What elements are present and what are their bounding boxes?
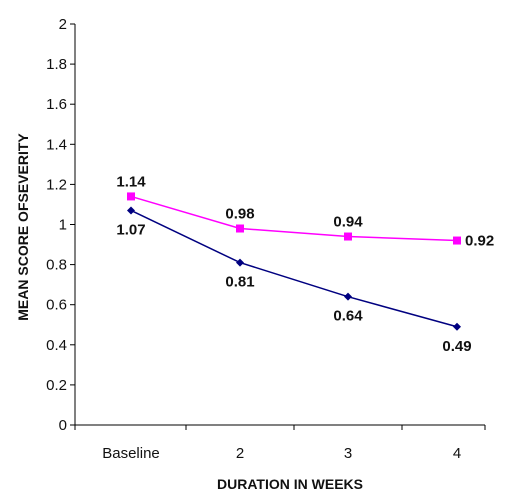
data-point-diamond	[236, 258, 244, 267]
y-tick-label: 1.8	[46, 56, 67, 73]
data-label: 0.49	[442, 338, 471, 355]
y-tick-label: 0.6	[46, 297, 67, 314]
series-layer: 1.14 0.98 0.94 0.92 1.07 0.81 0.64 0.49	[116, 173, 494, 354]
y-tick-label: 1.6	[46, 96, 67, 113]
data-point-diamond	[127, 206, 135, 215]
data-label: 0.64	[333, 308, 363, 325]
y-tick-label: 1.2	[46, 176, 67, 193]
y-tick-label: 0.8	[46, 257, 67, 274]
series-line-2	[130, 209, 458, 328]
data-label: 0.81	[225, 274, 254, 291]
x-axis-title: DURATION IN WEEKS	[217, 476, 363, 492]
data-point-diamond	[344, 292, 352, 301]
data-point-square	[344, 232, 352, 241]
data-label: 1.14	[116, 173, 146, 190]
y-tick-label: 0.2	[46, 377, 67, 394]
data-label: 0.94	[333, 214, 363, 231]
y-tick-label: 1	[59, 217, 67, 234]
data-point-diamond	[453, 322, 461, 331]
y-axis-title: MEAN SCORE OFSEVERITY	[15, 133, 31, 321]
x-tick-label: 3	[344, 445, 352, 462]
data-label: 1.07	[116, 221, 145, 238]
data-label: 0.98	[225, 206, 254, 223]
data-point-square	[236, 224, 244, 233]
series-line-1	[130, 195, 458, 242]
data-label: 0.92	[465, 233, 494, 250]
y-tick-label: 2	[59, 16, 67, 33]
x-tick-label: Baseline	[102, 445, 160, 462]
data-point-square	[453, 236, 461, 245]
data-point-square	[127, 192, 135, 201]
x-tick-label: 2	[236, 445, 244, 462]
x-tick-label: 4	[453, 445, 461, 462]
y-tick-label: 0.4	[46, 337, 67, 354]
y-tick-label: 1.4	[46, 136, 67, 153]
y-tick-label: 0	[59, 417, 67, 434]
y-axis-ticks: 0 0.2 0.4 0.6 0.8 1 1.2 1.4 1.6 1.8 2	[46, 16, 75, 434]
x-axis-ticks: Baseline 2 3 4	[74, 425, 486, 462]
